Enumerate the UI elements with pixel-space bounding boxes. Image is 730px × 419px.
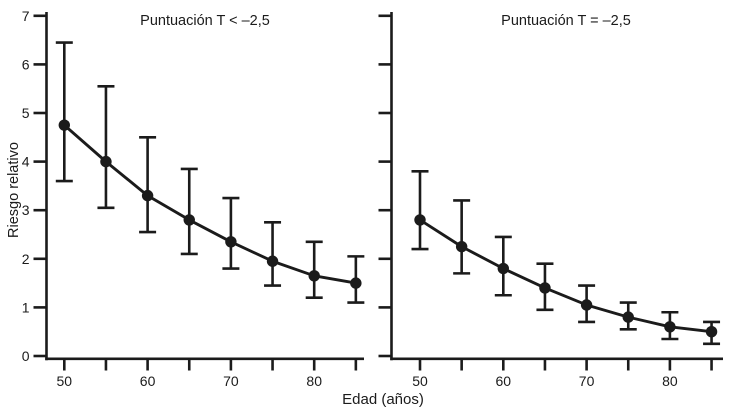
right-data-point-age-80 — [664, 321, 676, 333]
right-data-point-age-85 — [705, 326, 718, 338]
left-x-tick-label: 70 — [223, 373, 239, 389]
right-x-tick-label: 50 — [412, 373, 428, 389]
left-x-tick-label: 50 — [57, 373, 73, 389]
right-panel-title: Puntuación T = –2,5 — [501, 13, 631, 29]
left-data-point-age-75 — [266, 255, 279, 267]
left-data-point-age-50 — [58, 119, 70, 131]
right-x-tick-label: 70 — [579, 373, 595, 389]
left-data-point-age-55 — [100, 155, 112, 168]
x-axis-label: Edad (años) — [342, 391, 424, 408]
right-data-point-age-50 — [414, 214, 426, 226]
right-data-point-age-65 — [539, 282, 551, 294]
y-tick-label: 0 — [22, 348, 30, 364]
y-tick-label: 1 — [22, 299, 30, 315]
y-tick-label: 2 — [22, 251, 30, 267]
left-data-point-age-70 — [225, 236, 237, 248]
left-x-tick-label: 60 — [140, 373, 156, 389]
y-tick-label: 5 — [22, 105, 30, 121]
y-tick-label: 4 — [22, 154, 30, 170]
left-x-tick-label: 80 — [306, 373, 322, 389]
right-data-point-age-60 — [497, 262, 509, 275]
right-x-tick-label: 60 — [496, 373, 512, 389]
y-tick-label: 7 — [22, 8, 30, 24]
y-tick-label: 3 — [22, 202, 30, 218]
left-data-point-age-65 — [183, 214, 195, 226]
right-data-point-age-70 — [580, 299, 593, 311]
right-risk-curve — [419, 218, 712, 334]
y-axis-label: Riesgo relativo — [6, 142, 22, 238]
left-panel-title: Puntuación T < –2,5 — [140, 13, 270, 29]
left-data-point-age-85 — [350, 277, 362, 289]
right-data-point-age-75 — [622, 311, 634, 323]
right-data-point-age-55 — [455, 240, 468, 253]
left-risk-curve — [63, 124, 357, 285]
y-tick-label: 6 — [22, 56, 30, 72]
left-data-point-age-80 — [308, 270, 320, 282]
right-x-tick-label: 80 — [662, 373, 678, 389]
left-data-point-age-60 — [141, 189, 154, 202]
